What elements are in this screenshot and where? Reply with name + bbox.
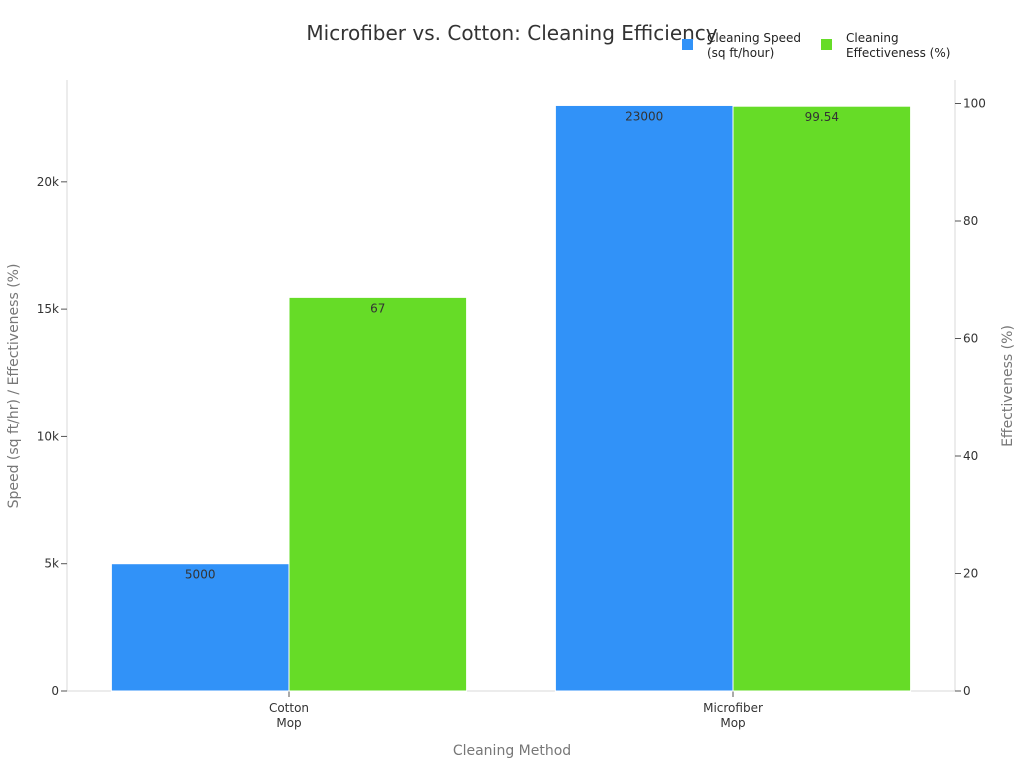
chart-title: Microfiber vs. Cotton: Cleaning Efficien… — [306, 21, 717, 45]
x-tick-label: Microfiber Mop — [703, 701, 763, 730]
bar — [288, 296, 468, 692]
y-tick-label: 20k — [37, 175, 59, 189]
bar — [554, 104, 734, 692]
y2-axis-title: Effectiveness (%) — [1000, 325, 1016, 447]
data-label: 67 — [370, 301, 385, 315]
y-tick-label: 5k — [44, 557, 59, 571]
data-label: 5000 — [185, 568, 216, 582]
y2-tick-label: 80 — [963, 214, 978, 228]
y2-tick-label: 20 — [963, 567, 978, 581]
x-tick-label: Cotton Mop — [269, 701, 309, 730]
legend-label: Cleaning Effectiveness (%) — [846, 31, 950, 60]
data-label: 23000 — [625, 109, 663, 123]
y-tick-label: 15k — [37, 302, 59, 316]
y-axis-title: Speed (sq ft/hr) / Effectiveness (%) — [6, 264, 22, 509]
y-tick-label: 0 — [51, 684, 59, 698]
y-tick-label: 10k — [37, 429, 59, 443]
bars — [110, 104, 912, 692]
y2-tick-label: 40 — [963, 449, 978, 463]
y2-tick-label: 0 — [963, 684, 971, 698]
legend-swatch — [682, 39, 693, 50]
legend-label: Cleaning Speed (sq ft/hour) — [707, 31, 801, 60]
bar — [732, 105, 912, 692]
data-label: 99.54 — [805, 110, 839, 124]
data-labels: 5000 67 23000 99.54 — [185, 109, 839, 581]
y2-tick-label: 60 — [963, 332, 978, 346]
y2-tick-label: 100 — [963, 97, 986, 111]
legend: Cleaning Speed (sq ft/hour) Cleaning Effect… — [682, 31, 950, 60]
legend-swatch — [821, 39, 832, 50]
bar — [110, 563, 290, 692]
x-axis-title: Cleaning Method — [453, 743, 571, 759]
